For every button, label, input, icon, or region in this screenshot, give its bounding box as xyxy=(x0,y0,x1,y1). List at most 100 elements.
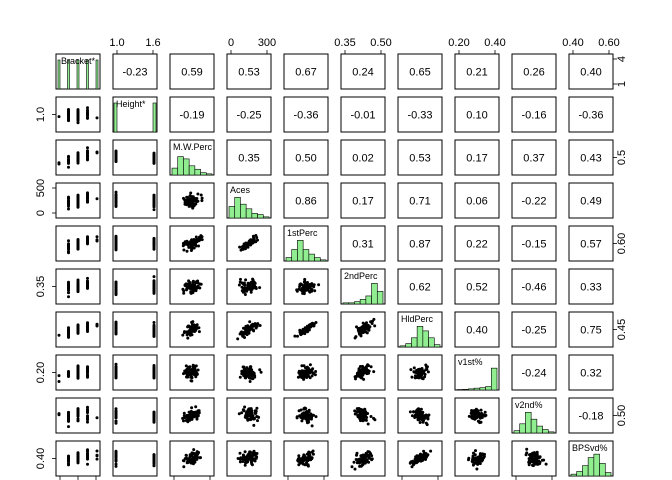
tick-label: 300 xyxy=(258,37,276,49)
correlation-value: 0.71 xyxy=(409,196,430,208)
scatter-point xyxy=(67,331,70,335)
histogram-bar xyxy=(376,291,384,305)
scatter-point xyxy=(192,197,196,201)
scatter-point xyxy=(198,456,202,460)
panel-frame xyxy=(283,440,329,477)
panel-frame xyxy=(226,354,272,391)
scatter-point xyxy=(369,415,373,418)
scatter-point xyxy=(357,369,361,373)
scatter-point xyxy=(114,415,118,419)
scatter-point xyxy=(243,336,246,339)
scatter-point xyxy=(76,367,80,371)
panel-frame xyxy=(340,311,386,348)
scatter-point xyxy=(527,463,531,467)
panel-frame xyxy=(169,440,215,477)
panel-frame xyxy=(340,139,386,176)
correlation-value: 0.52 xyxy=(466,282,487,294)
scatter-point xyxy=(185,287,189,291)
histogram-bar xyxy=(490,367,498,391)
scatter-point xyxy=(312,413,315,417)
histogram-bar xyxy=(428,337,435,348)
scatter-point xyxy=(188,328,192,332)
scatter-point xyxy=(365,367,368,371)
scatter-point xyxy=(238,457,242,461)
scatter-point xyxy=(114,320,118,324)
scatter-point xyxy=(190,406,194,410)
correlation-value: 0.53 xyxy=(238,67,259,79)
scatter-point xyxy=(302,454,306,458)
histogram-bar xyxy=(67,59,70,90)
panel-frame xyxy=(112,397,158,434)
scatter-point xyxy=(471,454,475,458)
scatter-point xyxy=(67,288,70,292)
scatter-point xyxy=(357,407,361,410)
correlation-value: -0.36 xyxy=(293,110,318,122)
scatter-point xyxy=(184,454,188,457)
scatter-point xyxy=(238,451,242,455)
tick-label: 0.60 xyxy=(616,233,628,254)
scatter-point xyxy=(426,370,430,374)
scatter-point xyxy=(86,375,89,379)
scatter-point xyxy=(243,245,247,249)
scatter-point xyxy=(309,417,313,421)
scatter-point xyxy=(358,365,362,368)
correlation-value: 0.26 xyxy=(523,67,544,79)
panel-frame xyxy=(568,96,614,133)
histogram-bar xyxy=(297,240,304,262)
scatter-point xyxy=(307,410,311,414)
scatter-point xyxy=(67,459,70,463)
scatter-point xyxy=(185,198,189,202)
variable-label: HldPerc xyxy=(401,314,434,324)
scatter-point xyxy=(293,334,297,338)
scatter-point xyxy=(528,458,532,462)
histogram-bar xyxy=(262,216,270,219)
scatter-point xyxy=(244,374,248,378)
panel-frame xyxy=(283,53,329,90)
scatter-point xyxy=(76,113,80,117)
scatter-point xyxy=(86,369,89,373)
scatter-point xyxy=(190,323,194,327)
scatter-point xyxy=(299,458,303,462)
scatter-point xyxy=(86,286,89,290)
scatter-point xyxy=(152,418,156,422)
panel-frame xyxy=(340,225,386,262)
scatter-point xyxy=(193,283,196,287)
scatter-point xyxy=(310,457,314,461)
scatter-point xyxy=(245,329,249,333)
panel-frame xyxy=(55,139,101,176)
scatter-point xyxy=(114,331,118,335)
scatter-point xyxy=(67,417,70,421)
scatter-point xyxy=(114,193,118,197)
scatter-point xyxy=(301,414,305,418)
scatter-point xyxy=(76,278,80,282)
scatter-point xyxy=(317,283,321,287)
scatter-point xyxy=(152,327,156,331)
scatter-point xyxy=(197,330,201,334)
scatter-point xyxy=(242,290,246,294)
panel-frame xyxy=(283,268,329,305)
histogram-bar xyxy=(319,259,327,262)
scatter-point xyxy=(245,459,249,463)
scatter-point xyxy=(152,205,156,209)
scatter-point xyxy=(258,286,262,290)
histogram-bar xyxy=(234,197,241,219)
scatter-point xyxy=(238,375,242,379)
scatter-point xyxy=(86,150,89,154)
scatter-point xyxy=(76,364,80,368)
scatter-point xyxy=(182,465,186,469)
scatter-point xyxy=(194,328,198,331)
scatter-point xyxy=(483,410,487,414)
scatter-point xyxy=(67,204,70,208)
histogram-bar xyxy=(570,473,578,477)
scatter-point xyxy=(308,363,312,367)
correlation-value: -0.19 xyxy=(179,110,204,122)
histogram-bar xyxy=(314,257,321,262)
scatter-point xyxy=(114,464,118,468)
scatter-point xyxy=(67,243,70,247)
scatter-point xyxy=(350,465,354,469)
scatter-point xyxy=(76,199,80,203)
scatter-point xyxy=(247,368,251,372)
scatter-point xyxy=(184,283,188,287)
scatter-point xyxy=(57,374,61,378)
scatter-point xyxy=(152,454,156,458)
